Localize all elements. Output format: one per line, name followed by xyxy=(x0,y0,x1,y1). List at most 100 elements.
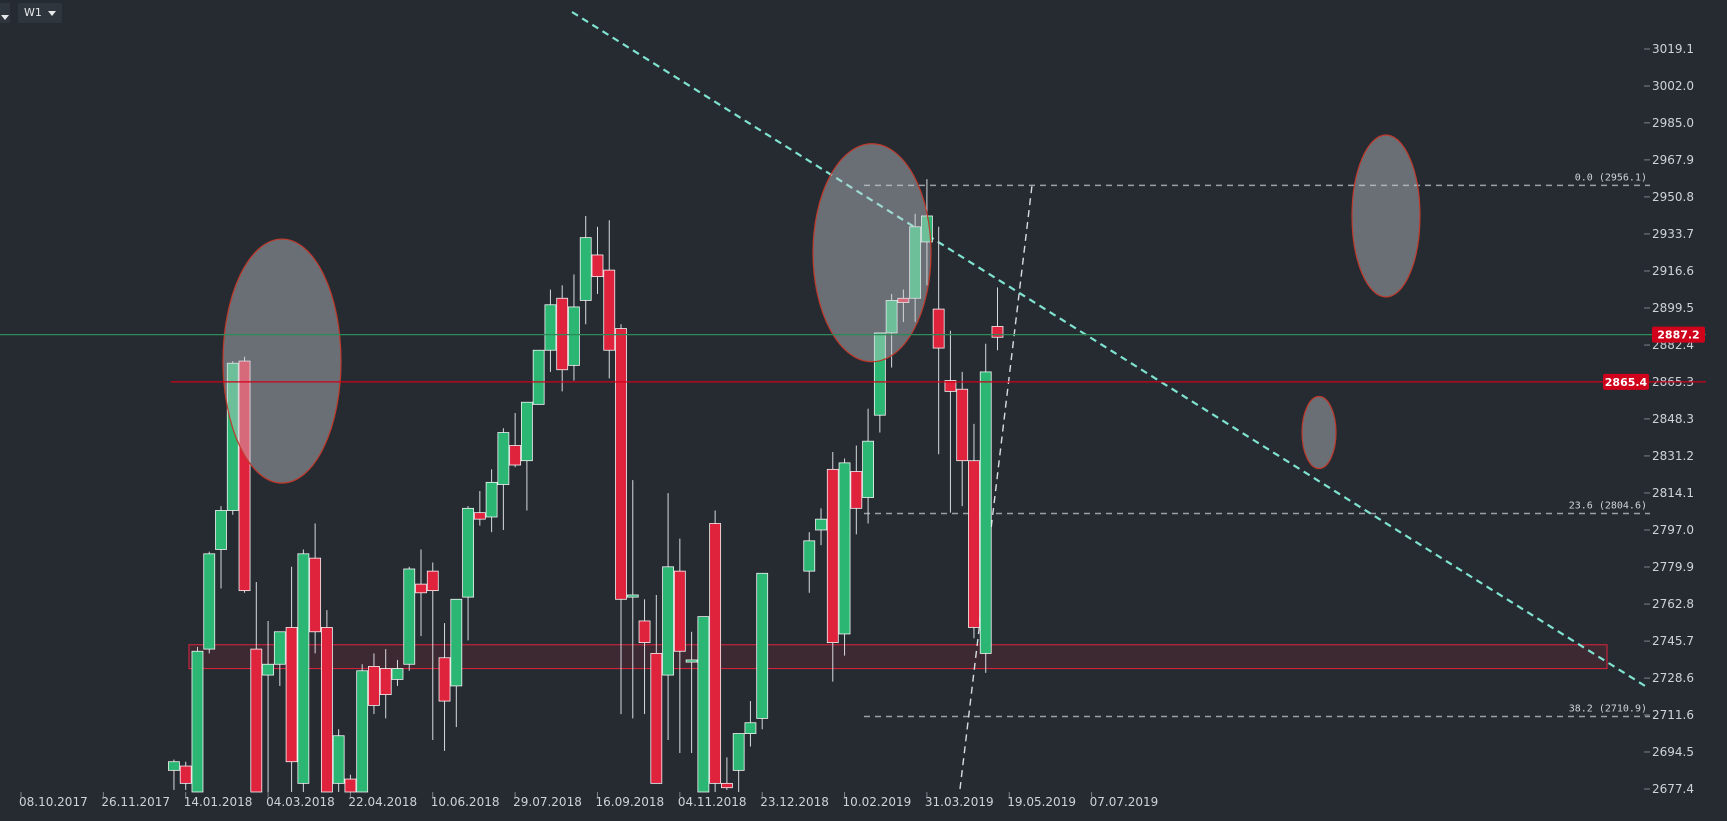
fib-level-label: 38.2 (2710.9) xyxy=(1569,703,1647,714)
candle-bullish xyxy=(803,540,816,572)
candle-bullish xyxy=(626,594,639,598)
candle-bearish xyxy=(426,570,439,592)
x-tick-label: 04.03.2018 xyxy=(266,795,335,809)
y-tick-label: 2745.7 xyxy=(1652,634,1694,648)
candle-bullish xyxy=(532,349,545,405)
candle-bearish xyxy=(309,557,322,633)
x-tick-label: 19.05.2019 xyxy=(1007,795,1076,809)
candle-bullish xyxy=(520,401,533,462)
y-tick-label: 2711.6 xyxy=(1652,708,1694,722)
candle-bullish xyxy=(685,659,698,663)
y-tick-label: 2728.6 xyxy=(1652,671,1694,685)
candle-bearish xyxy=(826,468,839,644)
candle-bearish xyxy=(932,308,945,349)
chart-menu-button[interactable] xyxy=(0,3,10,23)
candle-bullish xyxy=(297,553,310,784)
y-tick-label: 2933.7 xyxy=(1652,227,1694,241)
candle-bearish xyxy=(591,254,604,278)
y-tick-label: 2985.0 xyxy=(1652,116,1694,130)
candle-bullish xyxy=(568,306,580,366)
candle-bullish xyxy=(462,507,474,598)
y-tick-label: 2899.5 xyxy=(1652,301,1694,315)
candle-bullish xyxy=(979,371,992,654)
candle-bullish xyxy=(744,722,757,734)
y-tick-label: 2762.8 xyxy=(1652,597,1694,611)
candle-bearish xyxy=(721,782,733,789)
x-tick-label: 10.02.2019 xyxy=(843,795,912,809)
candle-bullish xyxy=(862,440,874,498)
candle-bullish xyxy=(203,553,216,650)
candle-bullish xyxy=(391,668,404,680)
price-tag-label: 2865.4 xyxy=(1605,376,1648,389)
highlight-ellipse xyxy=(222,238,342,484)
candle-bearish xyxy=(238,360,251,592)
x-tick-label: 07.07.2019 xyxy=(1090,795,1159,809)
y-tick-label: 3019.1 xyxy=(1652,42,1694,56)
y-tick-label: 2916.6 xyxy=(1652,264,1694,278)
candle-bullish xyxy=(356,670,369,793)
x-tick-label: 29.07.2018 xyxy=(513,795,582,809)
candle-bullish xyxy=(732,733,745,771)
candle-bearish xyxy=(956,388,969,462)
candle-bearish xyxy=(615,328,627,600)
fib-anchor-line xyxy=(959,185,1033,790)
x-tick-label: 10.06.2018 xyxy=(431,795,500,809)
price-tag-bg xyxy=(1652,326,1705,343)
x-tick-label: 16.09.2018 xyxy=(595,795,664,809)
candle-bullish xyxy=(215,510,227,550)
candle-bullish xyxy=(815,518,827,531)
candle-bullish xyxy=(273,631,286,665)
x-tick-label: 04.11.2018 xyxy=(678,795,747,809)
x-tick-label: 08.10.2017 xyxy=(19,795,88,809)
candle-bullish xyxy=(579,237,592,301)
candle-bearish xyxy=(673,570,686,652)
x-tick-label: 23.12.2018 xyxy=(760,795,829,809)
candle-bullish xyxy=(885,300,898,334)
support-zone xyxy=(188,644,1608,670)
candle-bullish xyxy=(168,761,180,771)
candle-bearish xyxy=(438,657,451,702)
candle-bullish xyxy=(838,462,851,635)
timeframe-selector[interactable]: W1 xyxy=(18,3,62,23)
chevron-down-icon xyxy=(47,10,56,16)
candle-bullish xyxy=(697,616,710,793)
candle-bullish xyxy=(226,362,239,511)
y-tick-label: 2677.4 xyxy=(1652,782,1694,796)
candle-bearish xyxy=(603,269,616,351)
candle-bearish xyxy=(897,297,910,303)
x-tick-label: 26.11.2017 xyxy=(101,795,170,809)
candle-bullish xyxy=(921,215,933,243)
chevron-down-icon xyxy=(1,15,9,20)
candle-bullish xyxy=(262,663,274,676)
price-tag-label: 2887.2 xyxy=(1657,329,1699,342)
candle-bearish xyxy=(473,512,486,520)
candle-bullish xyxy=(332,735,345,784)
candle-bearish xyxy=(968,460,980,628)
candle-bullish xyxy=(497,432,510,485)
candle-bearish xyxy=(379,668,392,695)
candle-bearish xyxy=(650,653,663,784)
candle-bullish xyxy=(544,304,557,351)
y-tick-label: 2831.2 xyxy=(1652,449,1694,463)
candle-bullish xyxy=(485,481,498,518)
fib-level-label: 23.6 (2804.6) xyxy=(1569,501,1647,512)
candle-bullish xyxy=(662,566,674,676)
price-tag-bg xyxy=(1603,373,1649,390)
candle-bearish xyxy=(415,583,427,594)
candle-bullish xyxy=(909,226,922,299)
candle-bearish xyxy=(850,471,863,509)
candle-bullish xyxy=(403,568,416,665)
highlight-ellipse xyxy=(812,143,932,363)
y-tick-label: 2779.9 xyxy=(1652,560,1694,574)
candle-bearish xyxy=(250,648,263,793)
candle-bearish xyxy=(285,627,298,763)
candle-bearish xyxy=(320,627,333,793)
trendline xyxy=(571,11,1646,687)
candle-bearish xyxy=(179,765,192,784)
highlight-ellipse xyxy=(1351,134,1421,298)
x-tick-label: 31.03.2019 xyxy=(925,795,994,809)
y-tick-label: 2848.3 xyxy=(1652,412,1694,426)
candle-bullish xyxy=(873,332,886,416)
